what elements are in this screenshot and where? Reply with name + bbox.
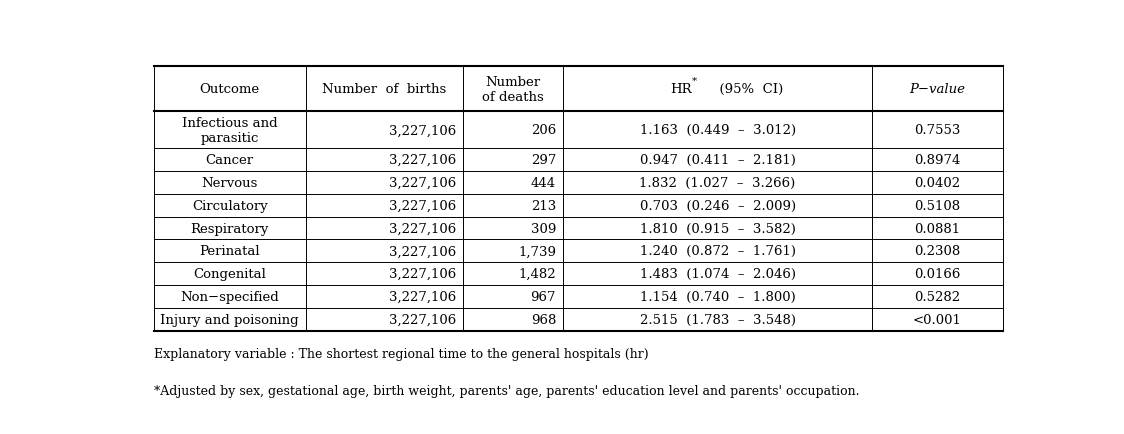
- Text: 3,227,106: 3,227,106: [389, 154, 456, 167]
- Text: Nervous: Nervous: [201, 177, 259, 190]
- Text: 968: 968: [531, 313, 556, 326]
- Text: 0.0402: 0.0402: [915, 177, 961, 190]
- Text: 1.163  (0.449  –  3.012): 1.163 (0.449 – 3.012): [640, 124, 796, 137]
- Text: 1.483  (1.074  –  2.046): 1.483 (1.074 – 2.046): [640, 267, 796, 280]
- Text: 0.5108: 0.5108: [915, 199, 961, 212]
- Text: 0.5282: 0.5282: [915, 290, 961, 303]
- Text: 1,482: 1,482: [518, 267, 556, 280]
- Text: 3,227,106: 3,227,106: [389, 199, 456, 212]
- Text: (95%  CI): (95% CI): [710, 83, 783, 96]
- Text: 3,227,106: 3,227,106: [389, 267, 456, 280]
- Text: Respiratory: Respiratory: [191, 222, 269, 235]
- Text: 3,227,106: 3,227,106: [389, 245, 456, 258]
- Text: 206: 206: [531, 124, 556, 137]
- Text: 0.703  (0.246  –  2.009): 0.703 (0.246 – 2.009): [640, 199, 796, 212]
- Text: 967: 967: [531, 290, 556, 303]
- Text: 0.0166: 0.0166: [914, 267, 961, 280]
- Text: Explanatory variable : The shortest regional time to the general hospitals (hr): Explanatory variable : The shortest regi…: [154, 348, 649, 361]
- Text: Infectious and
parasitic: Infectious and parasitic: [182, 117, 278, 145]
- Text: Perinatal: Perinatal: [199, 245, 260, 258]
- Text: 297: 297: [531, 154, 556, 167]
- Text: 0.2308: 0.2308: [915, 245, 961, 258]
- Text: 1.810  (0.915  –  3.582): 1.810 (0.915 – 3.582): [640, 222, 796, 235]
- Text: *: *: [692, 77, 698, 86]
- Text: 1.154  (0.740  –  1.800): 1.154 (0.740 – 1.800): [640, 290, 796, 303]
- Text: 3,227,106: 3,227,106: [389, 177, 456, 190]
- Text: P−value: P−value: [909, 83, 966, 96]
- Text: 1,739: 1,739: [518, 245, 556, 258]
- Text: 0.8974: 0.8974: [914, 154, 961, 167]
- Text: 3,227,106: 3,227,106: [389, 290, 456, 303]
- Text: Injury and poisoning: Injury and poisoning: [161, 313, 299, 326]
- Text: Circulatory: Circulatory: [192, 199, 268, 212]
- Text: 3,227,106: 3,227,106: [389, 124, 456, 137]
- Text: Outcome: Outcome: [200, 83, 260, 96]
- Text: 0.947  (0.411  –  2.181): 0.947 (0.411 – 2.181): [640, 154, 796, 167]
- Text: *Adjusted by sex, gestational age, birth weight, parents' age, parents' educatio: *Adjusted by sex, gestational age, birth…: [154, 385, 859, 398]
- Text: Number  of  births: Number of births: [323, 83, 446, 96]
- Text: 3,227,106: 3,227,106: [389, 313, 456, 326]
- Text: 0.0881: 0.0881: [915, 222, 961, 235]
- Text: 309: 309: [531, 222, 556, 235]
- Text: Cancer: Cancer: [206, 154, 254, 167]
- Text: HR: HR: [670, 83, 691, 96]
- Text: 3,227,106: 3,227,106: [389, 222, 456, 235]
- Text: Number
of deaths: Number of deaths: [482, 76, 544, 104]
- Text: 0.7553: 0.7553: [914, 124, 961, 137]
- Text: 444: 444: [531, 177, 556, 190]
- Text: 2.515  (1.783  –  3.548): 2.515 (1.783 – 3.548): [640, 313, 796, 326]
- Text: Congenital: Congenital: [193, 267, 266, 280]
- Text: 1.240  (0.872  –  1.761): 1.240 (0.872 – 1.761): [640, 245, 796, 258]
- Text: 213: 213: [531, 199, 556, 212]
- Text: Non−specified: Non−specified: [181, 290, 279, 303]
- Text: 1.832  (1.027  –  3.266): 1.832 (1.027 – 3.266): [640, 177, 796, 190]
- Text: <0.001: <0.001: [913, 313, 962, 326]
